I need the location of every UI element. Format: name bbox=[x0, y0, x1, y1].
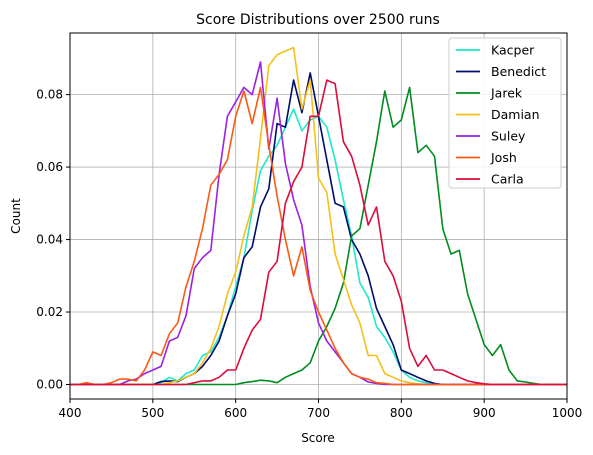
y-axis-label: Count bbox=[9, 198, 23, 234]
y-tick-label: 0.00 bbox=[36, 378, 63, 392]
x-tick-label: 900 bbox=[473, 406, 496, 420]
x-tick-label: 400 bbox=[59, 406, 82, 420]
chart-title: Score Distributions over 2500 runs bbox=[196, 12, 440, 28]
x-axis-ticks: 400 500 600 700 800 900 1000 bbox=[59, 399, 583, 420]
y-tick-label: 0.04 bbox=[36, 233, 63, 247]
x-tick-label: 700 bbox=[307, 406, 330, 420]
x-tick-label: 800 bbox=[390, 406, 413, 420]
y-tick-label: 0.06 bbox=[36, 160, 63, 174]
legend-label-damian: Damian bbox=[491, 107, 540, 122]
legend-label-jarek: Jarek bbox=[490, 86, 523, 101]
x-axis-label: Score bbox=[301, 431, 335, 445]
legend-label-josh: Josh bbox=[490, 150, 517, 165]
legend-box bbox=[448, 37, 562, 189]
legend: Kacper Benedict Jarek Damian Suley Josh Carla bbox=[448, 37, 562, 189]
series-lines bbox=[70, 46, 567, 386]
legend-label-carla: Carla bbox=[491, 172, 524, 187]
legend-label-benedict: Benedict bbox=[491, 64, 546, 79]
series-line-carla bbox=[70, 79, 567, 386]
x-tick-label: 1000 bbox=[552, 406, 583, 420]
x-tick-label: 600 bbox=[224, 406, 247, 420]
legend-label-suley: Suley bbox=[491, 129, 526, 144]
legend-label-kacper: Kacper bbox=[491, 43, 535, 58]
y-tick-label: 0.02 bbox=[36, 305, 63, 319]
y-axis-ticks: 0.00 0.02 0.04 0.06 0.08 bbox=[36, 88, 70, 392]
x-tick-label: 500 bbox=[141, 406, 164, 420]
y-tick-label: 0.08 bbox=[36, 88, 63, 102]
